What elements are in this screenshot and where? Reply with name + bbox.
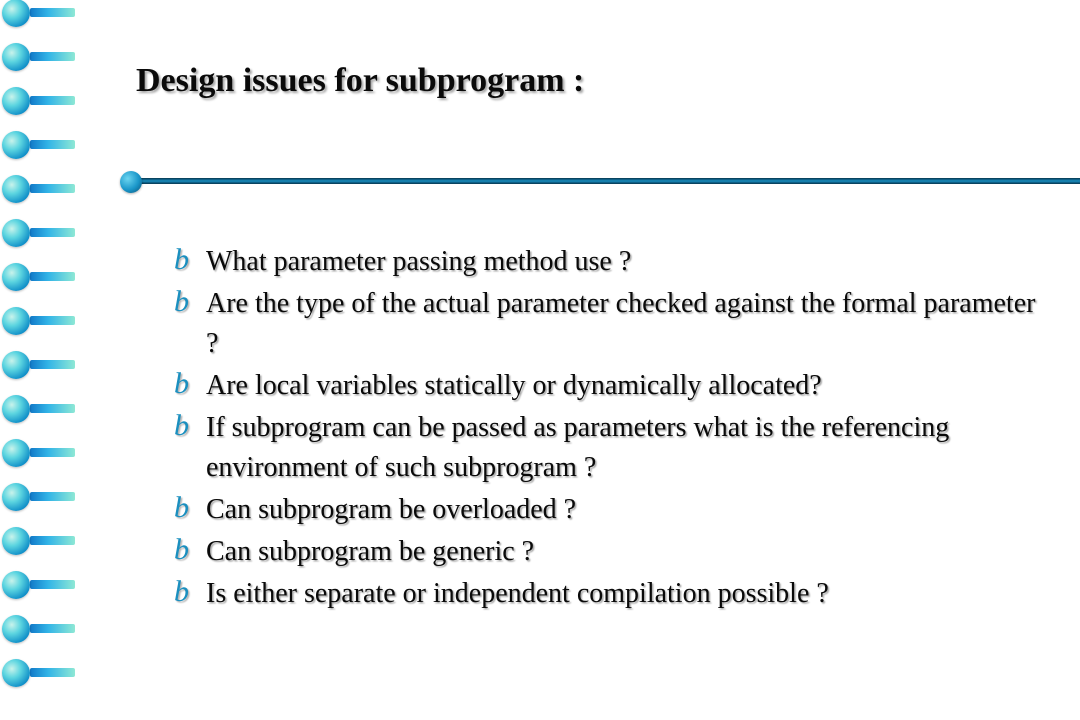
list-item-text: Are local variables statically or dynami… bbox=[206, 370, 822, 401]
spiral-binding bbox=[0, 0, 92, 720]
slide-content: Design issues for subprogram : bWhat par… bbox=[110, 0, 1050, 720]
list-item: bCan subprogram be overloaded ? bbox=[182, 490, 1040, 530]
spiral-ring-icon bbox=[30, 140, 75, 149]
spiral-ring-icon bbox=[30, 580, 75, 589]
bullet-icon: b bbox=[174, 240, 189, 280]
rule-line bbox=[130, 178, 1080, 184]
spiral-ring-icon bbox=[30, 360, 75, 369]
bullet-icon: b bbox=[174, 530, 189, 570]
horizontal-rule bbox=[110, 172, 1050, 192]
bullet-icon: b bbox=[174, 282, 189, 322]
spiral-ring-icon bbox=[30, 96, 75, 105]
bullet-icon: b bbox=[174, 406, 189, 446]
list-item-text: Are the type of the actual parameter che… bbox=[206, 288, 1035, 359]
spiral-ring-icon bbox=[30, 228, 75, 237]
spiral-ring-icon bbox=[30, 404, 75, 413]
spiral-ring-icon bbox=[30, 492, 75, 501]
spiral-ring-icon bbox=[30, 52, 75, 61]
spiral-ring-icon bbox=[30, 8, 75, 17]
spiral-ring-icon bbox=[30, 668, 75, 677]
list-item-text: Is either separate or independent compil… bbox=[206, 578, 829, 609]
spiral-ring-icon bbox=[30, 448, 75, 457]
list-item: bWhat parameter passing method use ? bbox=[182, 242, 1040, 282]
list-item-text: If subprogram can be passed as parameter… bbox=[206, 412, 949, 483]
spiral-ring-icon bbox=[30, 624, 75, 633]
spiral-ring-icon bbox=[30, 316, 75, 325]
spiral-ring-icon bbox=[30, 184, 75, 193]
bullet-icon: b bbox=[174, 488, 189, 528]
list-item: bAre local variables statically or dynam… bbox=[182, 366, 1040, 406]
list-item: bAre the type of the actual parameter ch… bbox=[182, 284, 1040, 364]
list-item: bIs either separate or independent compi… bbox=[182, 574, 1040, 614]
bullet-list: bWhat parameter passing method use ?bAre… bbox=[110, 242, 1050, 614]
bullet-icon: b bbox=[174, 364, 189, 404]
list-item-text: Can subprogram be generic ? bbox=[206, 536, 534, 567]
list-item: bIf subprogram can be passed as paramete… bbox=[182, 408, 1040, 488]
list-item-text: Can subprogram be overloaded ? bbox=[206, 494, 576, 525]
list-item: bCan subprogram be generic ? bbox=[182, 532, 1040, 572]
spiral-ring-icon bbox=[30, 272, 75, 281]
spiral-ring-icon bbox=[30, 536, 75, 545]
rule-knob-icon bbox=[120, 171, 142, 193]
bullet-icon: b bbox=[174, 572, 189, 612]
list-item-text: What parameter passing method use ? bbox=[206, 246, 631, 277]
page-title: Design issues for subprogram : bbox=[110, 62, 1050, 100]
